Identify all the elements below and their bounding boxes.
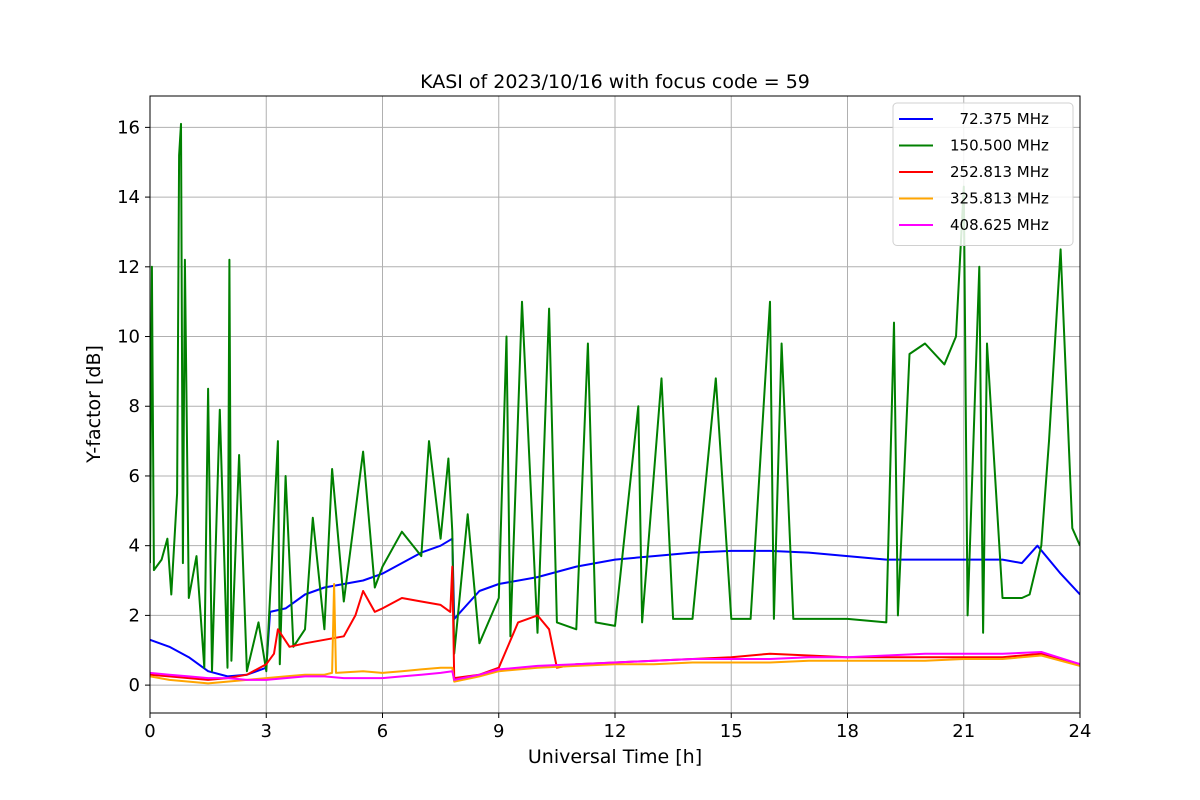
y-axis-label: Y-factor [dB] <box>83 345 105 464</box>
y-tick-label: 4 <box>129 536 140 557</box>
series-line-3 <box>150 583 1080 685</box>
x-tick-label: 3 <box>261 721 272 742</box>
series-line-2 <box>150 565 1080 681</box>
x-tick-label: 24 <box>1069 721 1092 742</box>
plot-area <box>150 122 1080 685</box>
legend-label-4: 408.625 MHz <box>950 216 1049 234</box>
legend-label-2: 252.813 MHz <box>950 163 1049 181</box>
chart-title: KASI of 2023/10/16 with focus code = 59 <box>420 71 810 93</box>
series-line-1 <box>150 122 1080 673</box>
legend-label-1: 150.500 MHz <box>950 137 1049 155</box>
series-line-4 <box>150 651 1080 681</box>
y-tick-label: 2 <box>129 605 140 626</box>
x-tick-label: 12 <box>604 721 627 742</box>
x-tick-label: 9 <box>493 721 504 742</box>
y-tick-label: 6 <box>129 466 140 487</box>
y-tick-label: 12 <box>117 257 140 278</box>
y-tick-label: 0 <box>129 675 140 696</box>
x-tick-label: 18 <box>836 721 859 742</box>
x-tick-label: 21 <box>952 721 975 742</box>
legend: 72.375 MHz 150.500 MHz 252.813 MHz 325.813 … <box>892 102 1074 246</box>
y-tick-label: 16 <box>117 117 140 138</box>
x-tick-label: 6 <box>377 721 388 742</box>
y-tick-label: 8 <box>129 396 140 417</box>
legend-box <box>892 102 1074 246</box>
x-tick-label: 0 <box>144 721 155 742</box>
x-axis: 0 3 6 9 12 15 18 21 24 <box>144 713 1091 742</box>
legend-label-0: 72.375 MHz <box>950 110 1049 128</box>
y-tick-label: 14 <box>117 187 140 208</box>
x-tick-label: 15 <box>720 721 743 742</box>
legend-label-3: 325.813 MHz <box>950 190 1049 208</box>
y-tick-label: 10 <box>117 327 140 348</box>
x-axis-label: Universal Time [h] <box>528 746 702 768</box>
y-axis: 0 2 4 6 8 10 12 14 16 <box>117 117 150 696</box>
